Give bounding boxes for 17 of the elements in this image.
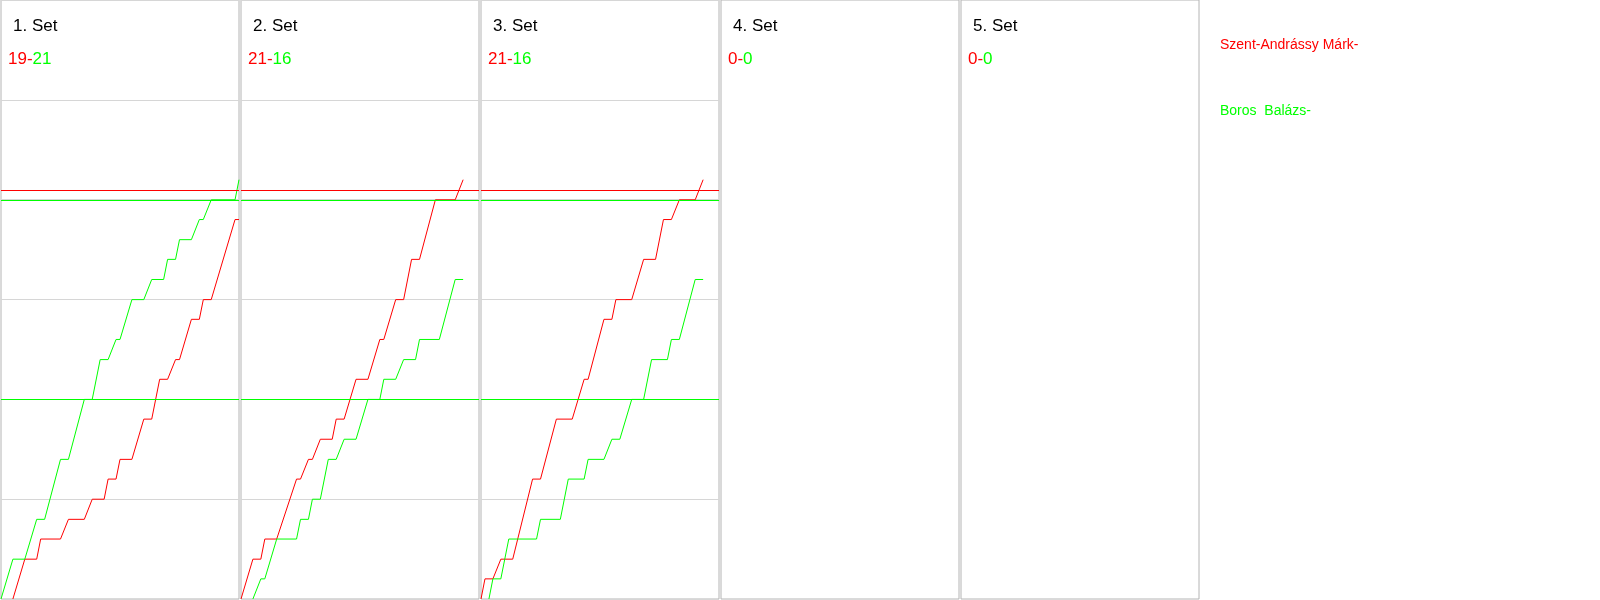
chart-title: 1. Set (13, 16, 58, 35)
text: 0 (983, 49, 993, 68)
text: 21- (488, 49, 513, 68)
text: Szent-Andrássy Márk- (1220, 36, 1359, 54)
chart-title: 3. Set (493, 16, 538, 35)
chart-title: 2. Set (253, 16, 298, 35)
text: 4. Set (733, 16, 778, 35)
text: 16 (272, 49, 292, 68)
text: 0 (743, 49, 753, 68)
text: 16 (512, 49, 532, 68)
text: Boros Balázs- (1220, 102, 1313, 120)
text: 5. Set (973, 16, 1018, 35)
text: 21- (248, 49, 273, 68)
text: 19- (8, 49, 33, 68)
text: 0- (728, 49, 744, 68)
text: 0- (968, 49, 984, 68)
text: 21 (32, 49, 52, 68)
